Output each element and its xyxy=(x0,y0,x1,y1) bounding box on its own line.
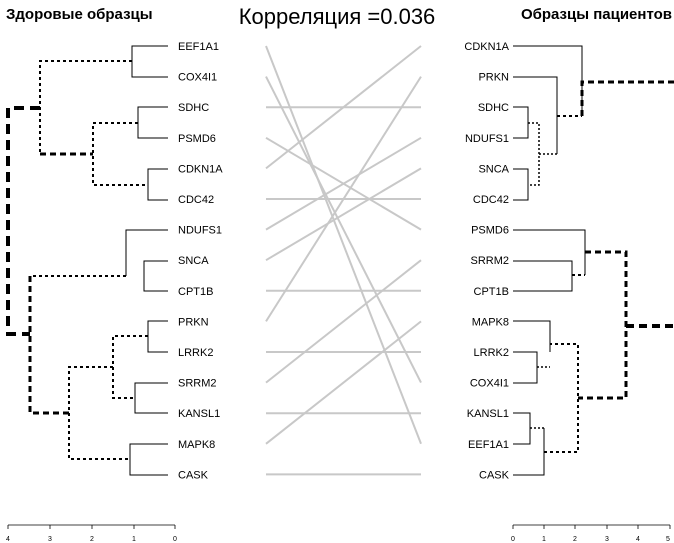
left-axis-tick-label: 4 xyxy=(6,536,10,543)
right-leaf-labels: CDKN1A PRKN SDHC NDUFS1 SNCA CDC42 PSMD6 SRRM2 C… xyxy=(464,41,509,481)
left-leaf-label: LRRK2 xyxy=(178,347,213,359)
left-leaf-label: CDKN1A xyxy=(178,163,223,175)
right-leaf-label: NDUFS1 xyxy=(465,133,509,145)
left-axis-tick-label: 1 xyxy=(132,536,136,543)
left-axis-tick-label: 2 xyxy=(90,536,94,543)
right-leaf-label: KANSL1 xyxy=(467,408,509,420)
left-leaf-label: CASK xyxy=(178,469,209,481)
connector-line xyxy=(265,136,422,231)
right-axis xyxy=(512,524,671,529)
right-leaf-label: SRRM2 xyxy=(470,255,509,267)
right-leaf-label: CDC42 xyxy=(473,194,509,206)
left-leaf-labels: EEF1A1 COX4I1 SDHC PSMD6 CDKN1A CDC42 NDUFS1 SN… xyxy=(178,41,223,481)
correlation-title: Корреляция =0.036 xyxy=(238,4,436,29)
left-leaf-label: SNCA xyxy=(178,255,209,267)
connector-lines xyxy=(265,45,422,476)
connector-line xyxy=(265,45,422,170)
right-axis-tick-label: 5 xyxy=(666,536,670,543)
connector-line xyxy=(265,76,422,322)
right-dendrogram xyxy=(513,45,674,476)
right-leaf-label: EEF1A1 xyxy=(468,439,509,451)
left-axis-tick-label: 0 xyxy=(173,536,177,543)
right-axis-tick-label: 0 xyxy=(511,536,515,543)
right-leaf-label: CPT1B xyxy=(474,286,509,298)
left-leaf-label: COX4I1 xyxy=(178,72,217,84)
right-axis-tick-label: 3 xyxy=(605,536,609,543)
left-leaf-label: CDC42 xyxy=(178,194,214,206)
left-leaf-label: SDHC xyxy=(178,102,209,114)
right-axis-tick-label: 4 xyxy=(636,536,640,543)
right-axis-tick-label: 2 xyxy=(573,536,577,543)
right-leaf-label: SDHC xyxy=(478,102,509,114)
connector-line xyxy=(265,320,422,445)
left-leaf-label: PSMD6 xyxy=(178,133,216,145)
right-axis-tick-labels: 0 1 2 3 4 5 xyxy=(511,536,670,543)
left-dendrogram-title: Здоровые образцы xyxy=(6,6,153,23)
right-leaf-label: COX4I1 xyxy=(470,378,509,390)
right-leaf-label: MAPK8 xyxy=(472,316,509,328)
left-leaf-label: PRKN xyxy=(178,316,209,328)
right-leaf-label: CDKN1A xyxy=(464,41,509,53)
left-dendrogram xyxy=(6,45,168,476)
right-axis-tick-label: 1 xyxy=(542,536,546,543)
left-leaf-label: NDUFS1 xyxy=(178,225,222,237)
connector-line xyxy=(265,167,422,262)
left-axis xyxy=(7,524,176,529)
left-leaf-label: MAPK8 xyxy=(178,439,215,451)
connector-line xyxy=(265,259,422,384)
connector-line xyxy=(265,45,422,445)
right-dendrogram-title: Образцы пациентов xyxy=(520,6,672,23)
left-leaf-label: EEF1A1 xyxy=(178,41,219,53)
left-leaf-label: KANSL1 xyxy=(178,408,220,420)
left-leaf-label: CPT1B xyxy=(178,286,213,298)
right-leaf-label: CASK xyxy=(479,469,510,481)
connector-line xyxy=(265,76,422,384)
left-axis-tick-label: 3 xyxy=(48,536,52,543)
right-leaf-label: LRRK2 xyxy=(474,347,509,359)
left-axis-tick-labels: 4 3 2 1 0 xyxy=(6,536,177,543)
right-leaf-label: PRKN xyxy=(478,72,509,84)
left-leaf-label: SRRM2 xyxy=(178,378,217,390)
right-leaf-label: PSMD6 xyxy=(471,225,509,237)
right-leaf-label: SNCA xyxy=(478,163,509,175)
